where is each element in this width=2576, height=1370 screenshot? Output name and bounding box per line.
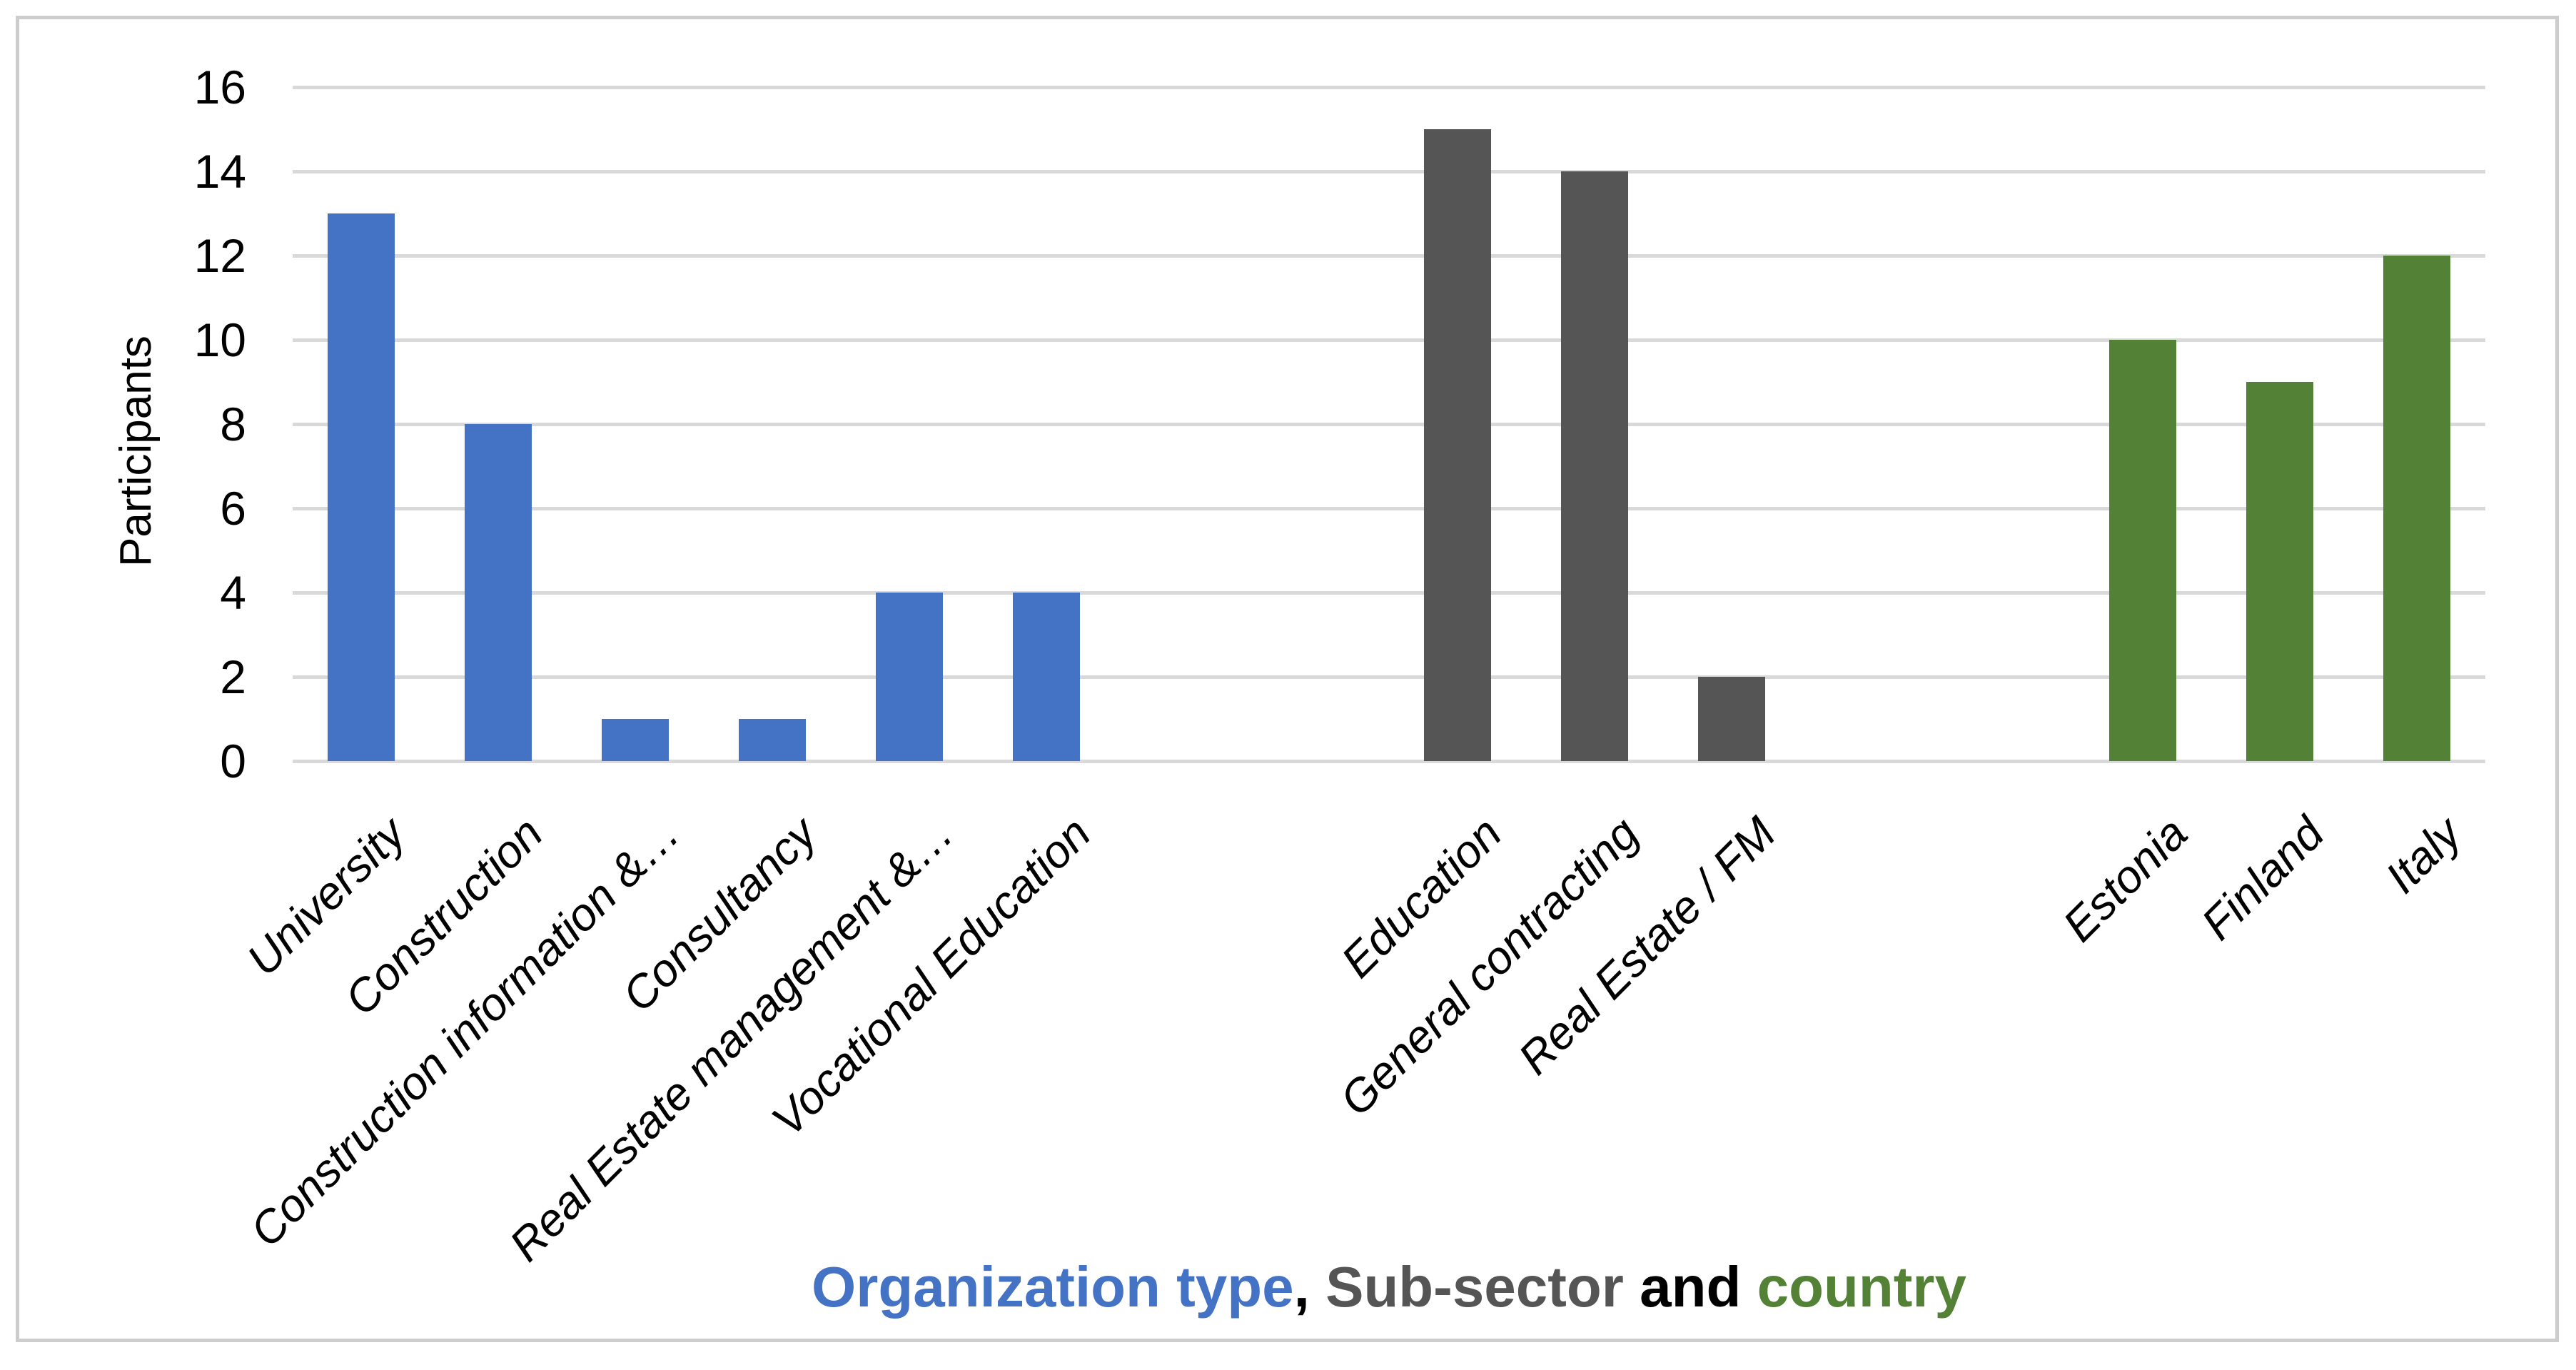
bar-real-estate-fm: [1698, 677, 1765, 761]
y-tick-label-10: 10: [193, 313, 246, 366]
y-axis-title: Participants: [111, 336, 161, 567]
bar-real-estate-management: [876, 593, 943, 761]
bar-university: [328, 213, 395, 761]
chart-title-part-0: Organization type: [812, 1255, 1294, 1319]
chart-title-part-2: Sub-sector: [1325, 1255, 1624, 1319]
chart-title-part-3: and: [1623, 1255, 1757, 1319]
bar-education: [1424, 129, 1491, 761]
gridline-8: [293, 423, 2485, 426]
bar-construction-information: [602, 719, 669, 761]
y-tick-label-14: 14: [193, 145, 246, 198]
bar-general-contracting: [1561, 171, 1628, 761]
bar-construction: [465, 424, 532, 761]
gridline-6: [293, 507, 2485, 510]
gridline-0: [293, 760, 2485, 763]
chart-title-part-1: ,: [1293, 1255, 1326, 1319]
y-tick-label-4: 4: [220, 566, 246, 619]
y-tick-label-0: 0: [220, 735, 246, 787]
gridline-4: [293, 591, 2485, 595]
gridline-10: [293, 338, 2485, 342]
chart-title-part-4: country: [1757, 1255, 1966, 1319]
y-tick-label-16: 16: [193, 61, 246, 114]
bar-estonia: [2109, 340, 2176, 761]
bar-italy: [2383, 256, 2450, 761]
gridline-16: [293, 86, 2485, 89]
gridline-2: [293, 675, 2485, 679]
chart-title: Organization type, Sub-sector and countr…: [293, 1254, 2485, 1320]
y-tick-label-12: 12: [193, 229, 246, 282]
y-tick-label-2: 2: [220, 650, 246, 703]
bar-consultancy: [739, 719, 806, 761]
bar-vocational-education: [1013, 593, 1080, 761]
plot-area: [293, 86, 2485, 763]
y-tick-label-6: 6: [220, 482, 246, 535]
y-tick-label-8: 8: [220, 398, 246, 450]
gridline-12: [293, 254, 2485, 258]
gridline-14: [293, 170, 2485, 173]
bar-finland: [2246, 382, 2313, 761]
